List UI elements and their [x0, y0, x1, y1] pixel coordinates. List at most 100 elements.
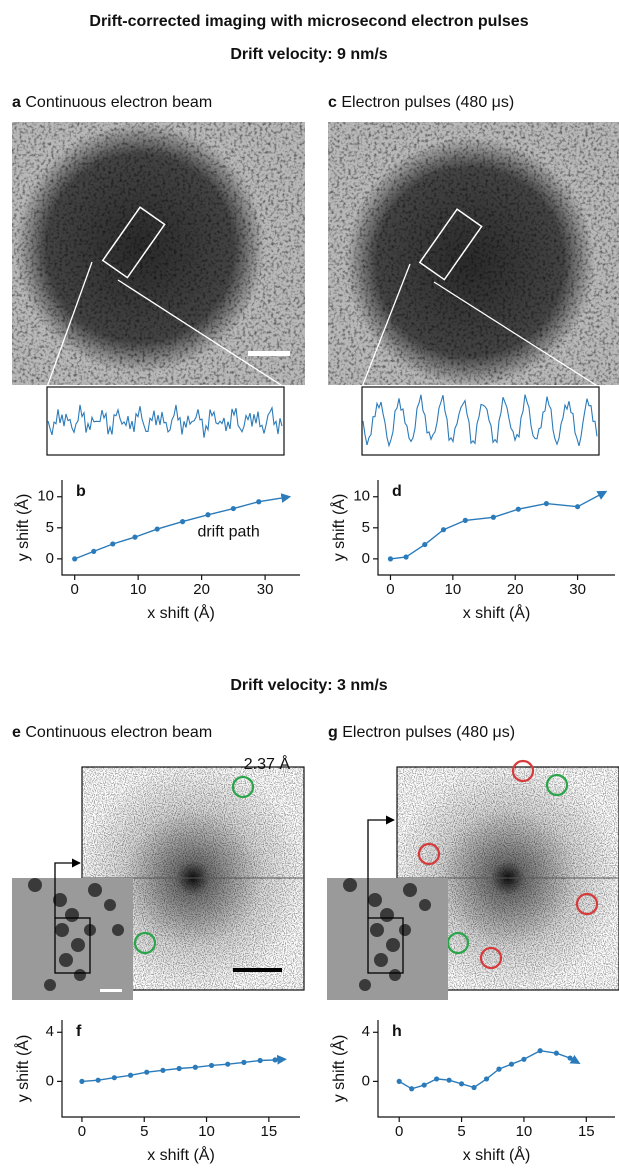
x-axis-label: x shift (Å): [147, 1145, 215, 1164]
data-point: [160, 1067, 166, 1073]
panel-label: e Continuous electron beam: [12, 724, 212, 741]
panel-letter: d: [392, 483, 402, 500]
panel-text: Continuous electron beam: [25, 94, 212, 111]
y-tick-label: 5: [362, 519, 370, 536]
data-point: [272, 1057, 278, 1063]
data-line: [398, 1049, 581, 1090]
panel-label: a Continuous electron beam: [12, 94, 212, 111]
y-tick-label: 4: [362, 1023, 370, 1040]
x-tick-label: 30: [569, 581, 586, 598]
data-point: [422, 541, 428, 548]
annotation: drift path: [197, 523, 259, 540]
x-tick-label: 20: [193, 581, 210, 598]
x-tick-label: 5: [457, 1123, 465, 1140]
data-point: [208, 1062, 215, 1069]
data-point: [446, 1077, 452, 1083]
x-tick-label: 20: [507, 581, 524, 598]
panel-text: Electron pulses (480 μs): [341, 94, 514, 111]
data-point: [225, 1061, 231, 1067]
data-point: [72, 556, 78, 562]
y-tick-label: 4: [46, 1023, 54, 1040]
data-point: [396, 1078, 402, 1084]
y-axis-label: y shift (Å): [13, 494, 32, 562]
y-tick-label: 10: [37, 488, 54, 505]
data-point: [553, 1050, 559, 1056]
data-point: [508, 1061, 515, 1067]
data-point: [144, 1069, 150, 1075]
panel-letter: f: [76, 1023, 82, 1040]
annotation: 2.37 Å: [244, 754, 291, 773]
y-axis-label: y shift (Å): [329, 494, 348, 562]
data-point: [543, 500, 549, 507]
data-line: [74, 493, 292, 560]
profile-box: [361, 386, 600, 456]
fft-image: [327, 759, 619, 1000]
data-point: [515, 506, 521, 512]
data-point: [458, 1081, 465, 1087]
data-point: [110, 541, 116, 547]
axis-line: [61, 1020, 300, 1118]
profile-box: [46, 386, 285, 456]
data-point: [95, 1077, 101, 1083]
data-point: [471, 1084, 477, 1091]
x-tick-label: 0: [78, 1123, 86, 1140]
x-tick-label: 5: [140, 1123, 148, 1140]
data-point: [91, 548, 97, 555]
data-point: [79, 1078, 85, 1084]
data-point: [154, 526, 160, 532]
y-axis-label: y shift (Å): [13, 1035, 32, 1103]
data-point: [483, 1076, 490, 1082]
x-tick-label: 10: [130, 581, 147, 598]
data-point: [132, 534, 138, 540]
data-point: [205, 512, 211, 518]
y-tick-label: 0: [46, 1072, 54, 1089]
figure-title: Drift-corrected imaging with microsecond…: [89, 13, 528, 30]
x-tick-label: 0: [395, 1123, 403, 1140]
x-tick-label: 10: [516, 1123, 533, 1140]
data-point: [434, 1076, 440, 1082]
y-tick-label: 0: [362, 1072, 370, 1089]
panel-label: g Electron pulses (480 μs): [328, 724, 515, 741]
data-point: [537, 1048, 543, 1054]
data-point: [387, 556, 394, 562]
data-point: [257, 1057, 263, 1064]
panel-letter: c: [328, 94, 337, 111]
data-point: [521, 1056, 527, 1062]
axis-line: [61, 480, 300, 576]
fft-image: [12, 763, 308, 1000]
data-point: [574, 504, 581, 510]
data-point: [127, 1072, 134, 1078]
panel-letter: a: [12, 94, 21, 111]
data-line: [390, 490, 608, 560]
data-point: [111, 1075, 117, 1081]
x-tick-label: 10: [198, 1123, 215, 1140]
section-title: Drift velocity: 3 nm/s: [230, 677, 387, 694]
x-axis-label: x shift (Å): [463, 603, 531, 622]
panel-letter: h: [392, 1023, 402, 1040]
line-profile: [362, 394, 598, 448]
panel-letter: g: [328, 724, 338, 741]
y-tick-label: 0: [362, 550, 370, 567]
data-point: [490, 514, 496, 520]
x-tick-label: 0: [386, 581, 394, 598]
data-point: [409, 1086, 415, 1092]
data-line: [81, 1054, 287, 1083]
data-point: [241, 1059, 247, 1065]
data-point: [496, 1066, 502, 1072]
data-point: [230, 505, 236, 512]
data-point: [256, 499, 262, 505]
data-point: [421, 1082, 427, 1088]
x-axis-label: x shift (Å): [463, 1145, 531, 1164]
panel-letter: b: [76, 483, 86, 500]
axis-line: [377, 480, 615, 576]
section-title: Drift velocity: 9 nm/s: [230, 46, 387, 63]
panel-text: Continuous electron beam: [25, 724, 212, 741]
x-tick-label: 15: [261, 1123, 278, 1140]
data-point: [440, 527, 447, 533]
data-point: [567, 1055, 573, 1061]
panel-label: c Electron pulses (480 μs): [328, 94, 514, 111]
x-tick-label: 15: [578, 1123, 595, 1140]
x-tick-label: 10: [444, 581, 461, 598]
y-tick-label: 10: [353, 488, 370, 505]
